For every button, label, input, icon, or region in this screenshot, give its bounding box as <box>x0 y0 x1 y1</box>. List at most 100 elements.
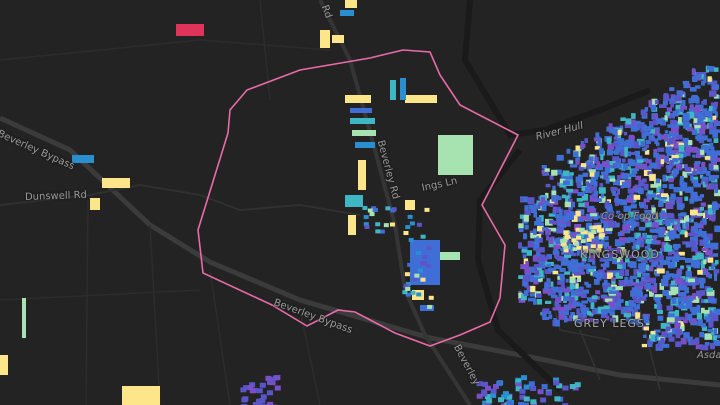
building <box>671 330 678 335</box>
building <box>590 175 599 180</box>
building <box>641 125 647 131</box>
building <box>645 239 652 244</box>
building <box>606 315 610 321</box>
building <box>609 215 614 222</box>
building <box>684 140 689 145</box>
building <box>712 115 717 121</box>
building <box>603 279 608 286</box>
building <box>656 343 662 349</box>
building <box>649 277 656 284</box>
building <box>696 298 700 303</box>
building <box>654 138 659 145</box>
building <box>530 399 537 405</box>
building <box>685 152 691 157</box>
building <box>709 142 714 147</box>
building <box>552 307 557 311</box>
building <box>668 166 672 170</box>
building <box>601 190 605 198</box>
building <box>567 191 572 199</box>
building <box>685 271 692 278</box>
building <box>625 139 634 147</box>
building <box>679 276 686 280</box>
building <box>524 224 529 230</box>
building <box>651 240 657 245</box>
building <box>697 195 702 199</box>
building <box>372 208 378 213</box>
building <box>631 113 636 119</box>
building <box>631 169 637 174</box>
building <box>559 224 566 228</box>
building <box>629 193 637 199</box>
building <box>405 225 411 230</box>
building <box>590 254 596 261</box>
building <box>617 129 622 136</box>
building <box>710 266 714 270</box>
building <box>618 299 624 303</box>
building <box>591 298 597 303</box>
building <box>704 342 710 346</box>
building <box>72 155 94 163</box>
building <box>618 280 626 287</box>
building <box>656 310 663 315</box>
building <box>667 226 671 230</box>
building <box>703 313 709 320</box>
building <box>658 227 664 233</box>
building <box>662 174 667 182</box>
building <box>554 265 562 270</box>
building <box>674 251 679 255</box>
building <box>545 183 551 188</box>
building <box>536 235 540 239</box>
building <box>541 384 548 390</box>
building <box>549 200 553 207</box>
building <box>592 260 596 265</box>
building <box>554 396 561 402</box>
building <box>576 157 581 161</box>
building <box>673 221 678 225</box>
building <box>708 307 716 314</box>
building <box>607 252 614 256</box>
building <box>677 286 683 290</box>
building <box>675 328 682 336</box>
building <box>580 216 589 220</box>
building <box>612 142 619 147</box>
building <box>704 316 711 320</box>
building <box>701 108 708 114</box>
building <box>706 184 711 190</box>
building <box>616 301 622 309</box>
building <box>576 217 585 222</box>
building <box>610 150 617 154</box>
building <box>407 214 413 219</box>
building <box>668 183 674 190</box>
building <box>666 305 674 311</box>
building <box>563 288 570 293</box>
building <box>650 211 656 218</box>
building <box>563 239 571 245</box>
building <box>647 171 653 176</box>
building <box>592 198 598 202</box>
building <box>515 379 522 385</box>
building <box>568 296 575 304</box>
building <box>607 143 615 150</box>
boundary-outline <box>197 49 520 347</box>
building <box>560 173 565 179</box>
building <box>676 134 683 140</box>
building <box>520 264 529 270</box>
building <box>709 343 715 350</box>
building <box>535 270 544 277</box>
building <box>622 163 628 169</box>
building <box>591 193 598 199</box>
building <box>713 308 720 315</box>
building <box>675 335 681 339</box>
building <box>600 313 608 319</box>
building <box>687 336 693 343</box>
building <box>619 269 624 276</box>
building <box>700 194 704 198</box>
building <box>598 187 606 194</box>
building <box>559 178 566 186</box>
building <box>659 188 664 195</box>
building <box>533 264 542 270</box>
building <box>595 319 599 323</box>
building <box>691 96 699 103</box>
building <box>661 228 666 233</box>
